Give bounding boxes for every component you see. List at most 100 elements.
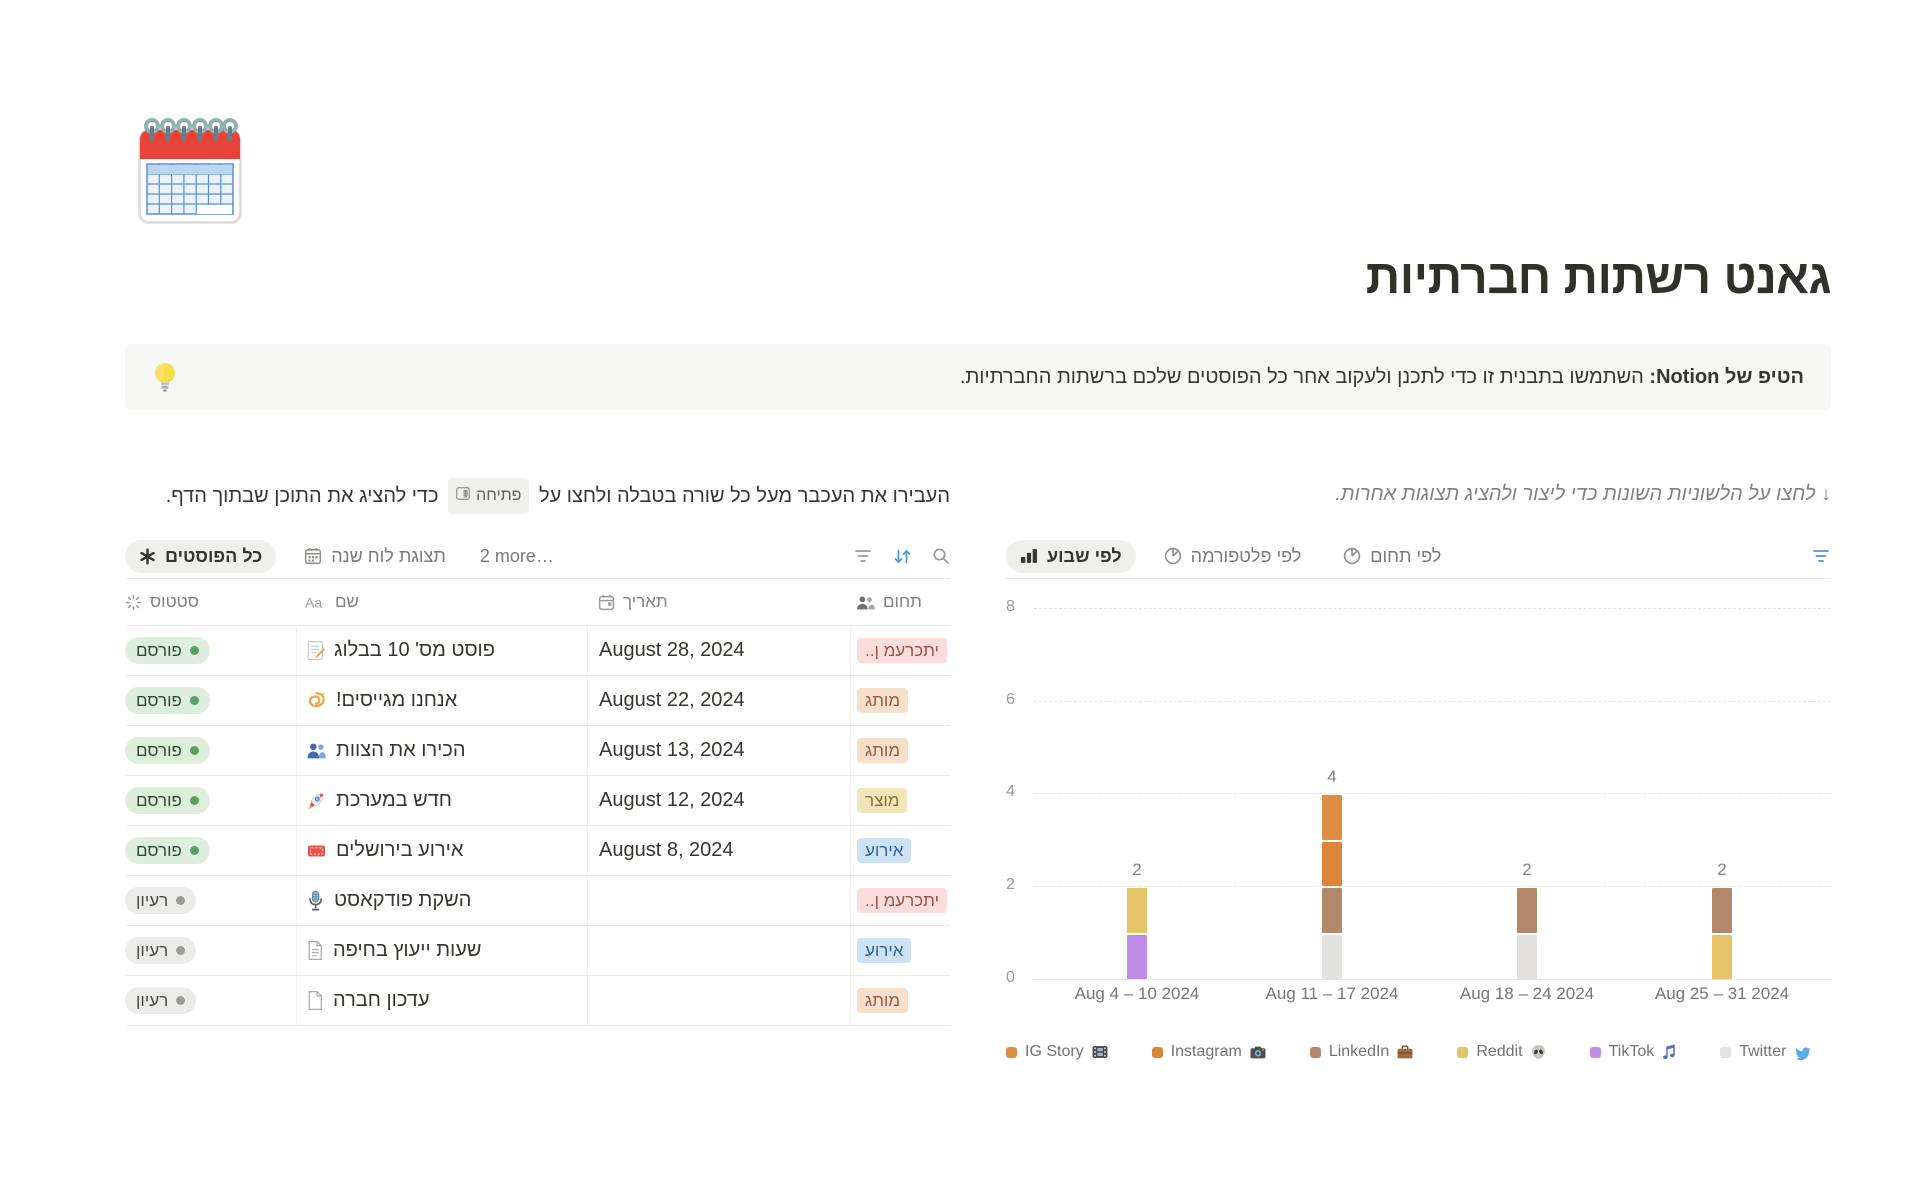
name-cell[interactable]: השקת פודקאסט [296, 876, 587, 925]
rocket-icon [306, 790, 327, 811]
legend-item-linkedin[interactable]: LinkedIn [1309, 1043, 1414, 1061]
bar-segment-linkedin[interactable] [1712, 888, 1732, 933]
bar-stack-1 [1127, 888, 1147, 979]
view-tab-1[interactable]: כל הפוסטים [125, 539, 277, 573]
calendar-view-icon [304, 547, 322, 565]
tag-cell[interactable]: מותג [850, 676, 950, 725]
name-cell[interactable]: שעות ייעוץ בחיפה [296, 926, 587, 975]
search-icon[interactable] [932, 547, 950, 565]
table-row-3[interactable]: פורסם הכירו את הצוות August 13, 2024 מותג [125, 725, 950, 775]
tag-cell[interactable]: אירוע [850, 826, 950, 875]
row-title-text: אירוע בירושלים [336, 839, 464, 861]
status-badge[interactable]: פורסם [125, 787, 210, 814]
sort-icon[interactable] [893, 548, 912, 565]
filter-icon-blue[interactable] [1811, 548, 1831, 564]
bar-segment-tiktok[interactable] [1127, 934, 1147, 979]
bar-segment-ig-story[interactable] [1322, 795, 1342, 840]
table-row-1[interactable]: פורסם פוסט מס' 10 בבלוג August 28, 2024 ..ן… [125, 625, 950, 675]
table-row-2[interactable]: פורסם אנחנו מגייסים! August 22, 2024 מותג [125, 675, 950, 725]
open-peek-button[interactable]: פתיחה [448, 478, 530, 514]
name-cell[interactable]: פוסט מס' 10 בבלוג [296, 626, 587, 675]
tag-cell[interactable]: מוצר [850, 776, 950, 825]
column-header-4[interactable]: תחום [850, 579, 950, 625]
status-badge[interactable]: פורסם [125, 837, 210, 864]
light-bulb-icon [150, 360, 180, 399]
legend-item-instagram[interactable]: Instagram [1151, 1043, 1266, 1061]
name-cell[interactable]: עדכון חברה [296, 976, 587, 1025]
gridline [1034, 886, 1831, 888]
column-header-label: סטטוס [150, 592, 199, 611]
table-row-7[interactable]: רעיון שעות ייעוץ בחיפה אירוע [125, 925, 950, 975]
asterisk-icon [139, 547, 156, 565]
table-row-5[interactable]: פורסם אירוע בירושלים August 8, 2024 אירוע [125, 825, 950, 875]
status-cell: פורסם [125, 676, 296, 725]
date-cell[interactable] [587, 926, 850, 975]
table-row-8[interactable]: רעיון עדכון חברה מותג [125, 975, 950, 1026]
status-dot-icon [189, 646, 199, 655]
page-title: גאנט רשתות חברתיות [1365, 251, 1832, 304]
date-cell[interactable]: August 8, 2024 [587, 826, 850, 875]
status-dot-icon [176, 996, 186, 1005]
name-cell[interactable]: הכירו את הצוות [296, 726, 587, 775]
column-header-1[interactable]: סטטוס [125, 579, 296, 625]
bar-segment-twitter[interactable] [1517, 934, 1537, 979]
date-cell[interactable] [587, 976, 850, 1025]
name-cell[interactable]: אנחנו מגייסים! [296, 676, 587, 725]
name-cell[interactable]: אירוע בירושלים [296, 826, 587, 875]
row-tag: מותג [857, 688, 909, 713]
status-badge[interactable]: רעיון [125, 887, 197, 914]
column-header-3[interactable]: תאריך [587, 579, 850, 625]
date-cell[interactable]: August 28, 2024 [587, 626, 850, 675]
table-row-6[interactable]: רעיון השקת פודקאסט ..ן מערכתי [125, 875, 950, 925]
chart-tab-label: לפי תחום [1370, 545, 1442, 566]
filter-icon[interactable] [853, 548, 873, 564]
date-cell[interactable]: August 12, 2024 [587, 776, 850, 825]
film-icon [1092, 1045, 1108, 1059]
bar-segment-instagram[interactable] [1322, 841, 1342, 887]
legend-item-ig-story[interactable]: IG Story [1006, 1043, 1108, 1061]
view-tab-2[interactable]: תצוגת לוח שנה [290, 540, 460, 573]
bar-segment-reddit[interactable] [1127, 888, 1147, 933]
y-axis-tick: 0 [1006, 969, 1015, 986]
status-cell: רעיון [125, 876, 296, 925]
legend-item-twitter[interactable]: Twitter [1720, 1043, 1812, 1061]
status-badge[interactable]: פורסם [125, 687, 210, 714]
status-badge[interactable]: פורסם [125, 737, 210, 764]
date-cell[interactable] [587, 876, 850, 925]
tag-cell[interactable]: אירוע [850, 926, 950, 975]
legend-item-tiktok[interactable]: TikTok [1589, 1043, 1677, 1061]
status-cell: רעיון [125, 926, 296, 975]
x-axis-line [1034, 979, 1831, 980]
chart-tab-label: לפי פלטפורמה [1190, 545, 1302, 566]
stacked-bar-chart: 8 6 4 2 0 2 Aug 4 – 10 2024 4 Aug 11 – 17 2024 2 A… [1006, 589, 1831, 1021]
legend-item-reddit[interactable]: Reddit [1457, 1043, 1545, 1061]
table-row-4[interactable]: פורסם חדש במערכת August 12, 2024 מוצר [125, 775, 950, 825]
tag-cell[interactable]: ..ן מערכתי [850, 876, 950, 925]
status-label: פורסם [136, 840, 182, 860]
date-cell[interactable]: August 22, 2024 [587, 676, 850, 725]
bar-segment-reddit[interactable] [1712, 934, 1732, 979]
bar-segment-twitter[interactable] [1322, 934, 1342, 979]
status-badge[interactable]: פורסם [125, 637, 210, 664]
tag-cell[interactable]: מותג [850, 976, 950, 1025]
tag-cell[interactable]: ..ן מערכתי [850, 626, 950, 675]
row-date: August 8, 2024 [599, 839, 734, 861]
chart-tab-1[interactable]: לפי שבוע [1006, 539, 1136, 573]
status-badge[interactable]: רעיון [125, 987, 197, 1014]
name-cell[interactable]: חדש במערכת [296, 776, 587, 825]
page-icon-spiral-calendar[interactable] [128, 110, 252, 230]
column-header-2[interactable]: Aa שם [296, 579, 587, 625]
tag-cell[interactable]: מותג [850, 726, 950, 775]
bar-segment-linkedin[interactable] [1322, 888, 1342, 933]
memo-icon [306, 640, 325, 661]
row-tag: מותג [857, 738, 909, 763]
tickets-icon [306, 842, 327, 860]
chart-tab-3[interactable]: לפי תחום [1329, 540, 1455, 573]
date-cell[interactable]: August 13, 2024 [587, 726, 850, 775]
x-axis-tick: Aug 18 – 24 2024 [1459, 984, 1595, 1003]
more-views-button[interactable]: 2 more… [479, 545, 554, 566]
status-badge[interactable]: רעיון [125, 937, 197, 964]
status-cell: פורסם [125, 726, 296, 775]
chart-tab-2[interactable]: לפי פלטפורמה [1150, 540, 1316, 573]
bar-segment-linkedin[interactable] [1517, 888, 1537, 933]
